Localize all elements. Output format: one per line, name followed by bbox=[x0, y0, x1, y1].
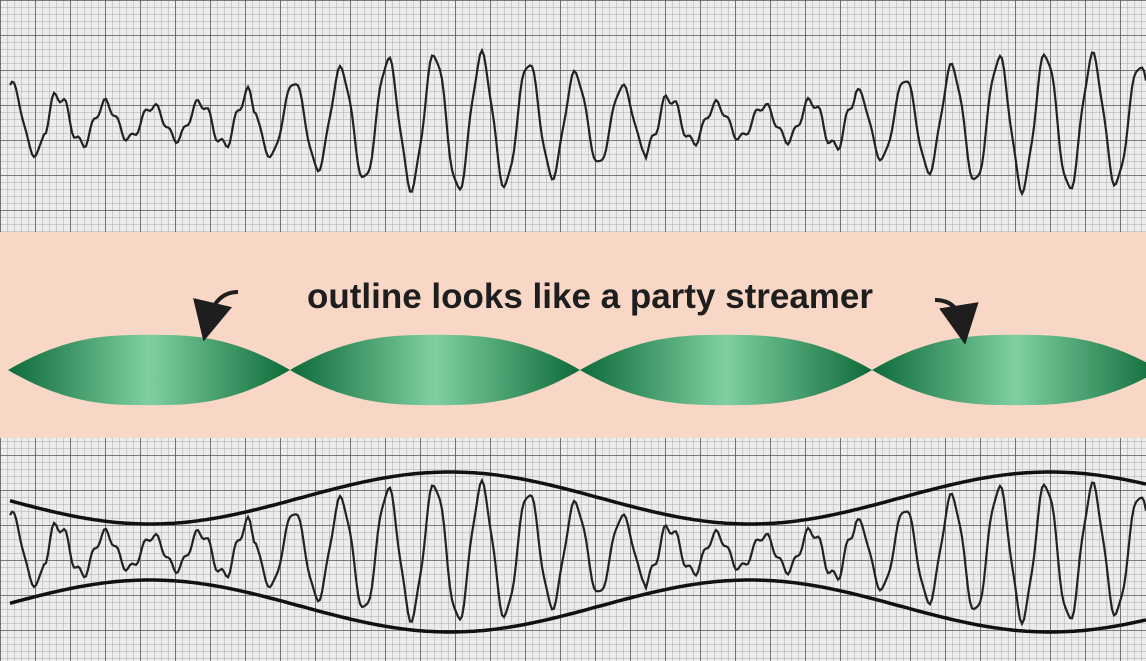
streamer-lobe bbox=[8, 334, 290, 406]
streamer-lobe bbox=[290, 334, 580, 406]
streamer bbox=[8, 334, 1146, 406]
streamer-lobe bbox=[580, 334, 872, 406]
streamer-lobe bbox=[872, 334, 1146, 406]
ecg-traces bbox=[9, 47, 1146, 634]
envelope-outline bbox=[9, 470, 1146, 526]
grid-paper bbox=[0, 438, 1146, 661]
caption-band bbox=[0, 232, 1146, 438]
arrow bbox=[934, 298, 979, 345]
caption: outline looks like a party streamer bbox=[307, 277, 873, 316]
envelope-outline bbox=[9, 578, 1146, 634]
grid-paper bbox=[0, 0, 1146, 232]
arrow bbox=[193, 290, 239, 342]
ecg-trace bbox=[9, 47, 1146, 197]
ecg-trace bbox=[9, 477, 1146, 627]
